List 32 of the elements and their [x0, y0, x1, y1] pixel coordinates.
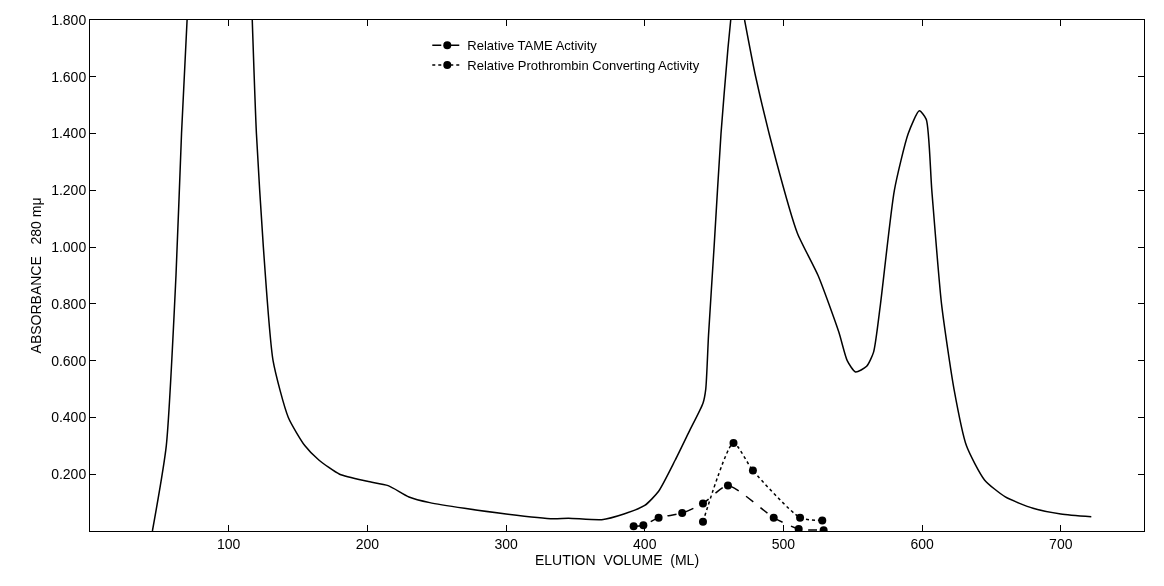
- y-tick-label: 1.400: [51, 125, 87, 142]
- legend-label: Relative TAME Activity: [467, 38, 598, 54]
- point: [723, 481, 732, 490]
- point: [698, 517, 707, 526]
- y-tick-label: 1.600: [51, 68, 87, 85]
- y-tick-label: 1.200: [51, 182, 87, 199]
- x-tick-label: 100: [217, 535, 241, 552]
- y-tick-label: 1.000: [51, 239, 87, 256]
- y-axis-title: ABSORBANCE 280 mμ: [27, 197, 44, 354]
- point: [698, 499, 707, 508]
- legend-label: Relative Prothrombin Converting Activity: [467, 58, 700, 74]
- point: [796, 513, 805, 522]
- x-tick-label: 200: [355, 535, 380, 552]
- x-tick-label: 700: [1049, 535, 1073, 552]
- x-tick-label: 500: [771, 535, 796, 552]
- point: [729, 438, 738, 447]
- point: [654, 513, 663, 522]
- point: [748, 466, 757, 475]
- point: [818, 516, 827, 525]
- y-tick-label: 1.800: [51, 11, 87, 28]
- x-tick-label: 300: [494, 535, 518, 552]
- point: [629, 522, 638, 531]
- x-tick-label: 600: [910, 535, 934, 552]
- y-tick-label: 0.800: [51, 295, 87, 312]
- y-tick-label: 0.600: [51, 352, 87, 369]
- x-axis-title: ELUTION VOLUME (ML): [534, 552, 700, 569]
- y-tick-label: 0.400: [51, 409, 87, 426]
- point: [639, 521, 648, 530]
- y-tick-label: 0.200: [51, 466, 87, 483]
- x-tick-label: 400: [633, 535, 657, 552]
- point: [678, 509, 687, 518]
- point: [769, 513, 778, 522]
